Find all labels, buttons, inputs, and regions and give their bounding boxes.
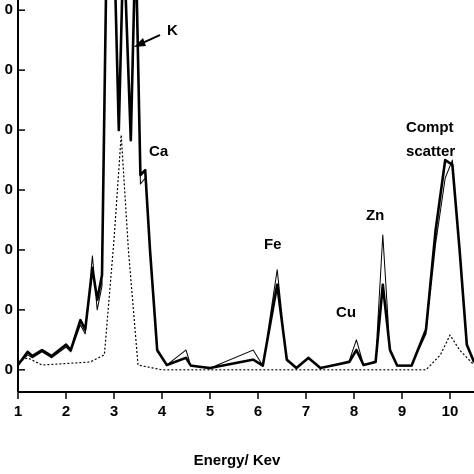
annotation: Zn: [366, 207, 384, 224]
y-tick-label: 0: [5, 61, 13, 78]
annotation: Cu: [336, 304, 356, 321]
annotation: Ca: [149, 143, 169, 160]
x-tick-label: 1: [14, 403, 22, 420]
x-tick-label: 5: [206, 403, 214, 420]
annotation-arrowhead: [134, 38, 146, 47]
plot-area: [18, 0, 474, 371]
spectrum-line: [18, 0, 474, 369]
annotation: Compt: [406, 119, 454, 136]
x-tick-label: 7: [302, 403, 310, 420]
y-tick-label: 0: [5, 121, 13, 138]
x-tick-label: 2: [62, 403, 70, 420]
x-axis-label: Energy/ Kev: [194, 452, 281, 469]
y-tick-label: 0: [5, 1, 13, 18]
x-tick-label: 6: [254, 403, 262, 420]
x-tick-label: 10: [442, 403, 459, 420]
spectrum-line: [18, 134, 474, 371]
y-tick-label: 0: [5, 241, 13, 258]
x-tick-label: 3: [110, 403, 118, 420]
x-tick-label: 9: [398, 403, 406, 420]
spectrum-line: [18, 0, 474, 370]
annotation: scatter: [406, 143, 455, 160]
annotation: Fe: [264, 236, 282, 253]
x-tick-label: 8: [350, 403, 358, 420]
annotation: K: [167, 22, 178, 39]
y-tick-label: 0: [5, 301, 13, 318]
y-tick-label: 0: [5, 361, 13, 378]
x-tick-label: 4: [158, 403, 167, 420]
y-tick-label: 0: [5, 181, 13, 198]
